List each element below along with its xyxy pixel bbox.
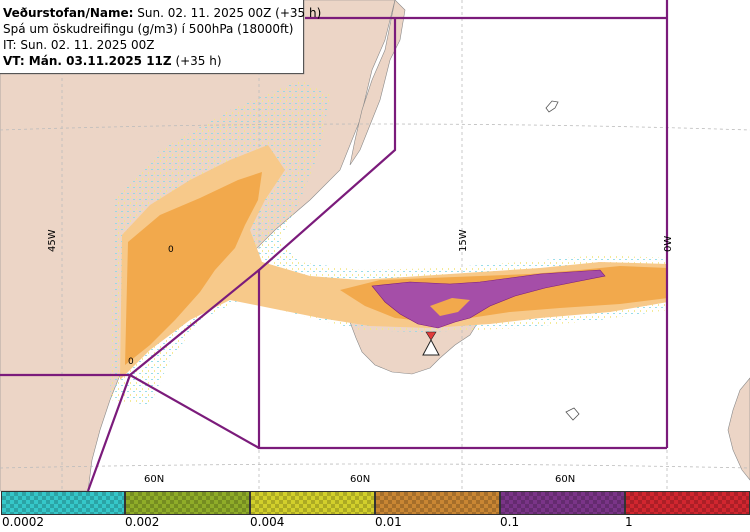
product-description: Spá um öskudreifingu (g/m3) í 500hPa (18… [3, 22, 294, 36]
concentration-legend: 0.0002 0.002 0.004 0.01 0.1 1 [0, 491, 750, 532]
valid-time-label: VT: Mán. 03.11.2025 11Z [3, 54, 172, 68]
lat-label-60n-2: 60N [350, 474, 370, 485]
lat-label-60n-3: 60N [555, 474, 575, 485]
legend-swatch-2 [125, 491, 250, 515]
ash-plume-high [371, 269, 606, 329]
legend-swatch-4 [375, 491, 500, 515]
legend-swatch-6 [625, 491, 750, 515]
contour-label-zero-south: 0 [128, 357, 134, 367]
ash-plume-high-inner [430, 298, 470, 316]
greenland-coast-detail [349, 0, 406, 166]
legend-label-1: 0.0002 [2, 515, 44, 529]
volcano-triangle-icon [422, 331, 440, 356]
issuer-value: Sun. 02. 11. 2025 00Z (+35 h) [137, 6, 322, 20]
lon-label-15w: 15W [458, 229, 469, 252]
ash-plume-medium [125, 172, 262, 365]
area-boundaries [0, 0, 669, 492]
legend-label-4: 0.01 [375, 515, 402, 529]
valid-time-offset: (+35 h) [175, 54, 222, 68]
legend-label-3: 0.004 [250, 515, 285, 529]
forecast-info-box: Veðurstofan/Name: Sun. 02. 11. 2025 00Z … [0, 0, 321, 74]
legend-label-2: 0.002 [125, 515, 160, 529]
ash-plume-low [120, 145, 668, 380]
jan-mayen-island [545, 100, 559, 113]
contour-label-zero-north: 0 [168, 245, 174, 255]
valid-time-line: VT: Mán. 03.11.2025 11Z (+35 h) [3, 53, 303, 69]
norway-coast [727, 377, 750, 481]
legend-label-6: 1 [625, 515, 633, 529]
lon-label-0w: 0W [663, 236, 674, 252]
initial-time: IT: Sun. 02. 11. 2025 00Z [3, 38, 155, 52]
lon-label-45w: 45W [47, 229, 58, 252]
legend-swatch-1 [1, 491, 125, 515]
legend-label-5: 0.1 [500, 515, 520, 529]
faroe-islands [565, 407, 580, 421]
legend-swatch-3 [250, 491, 375, 515]
lat-label-60n-1: 60N [144, 474, 164, 485]
issuer-line: Veðurstofan/Name: Sun. 02. 11. 2025 00Z … [3, 5, 321, 21]
legend-swatch-5 [500, 491, 625, 515]
issuer-label: Veðurstofan/Name: [3, 6, 134, 20]
